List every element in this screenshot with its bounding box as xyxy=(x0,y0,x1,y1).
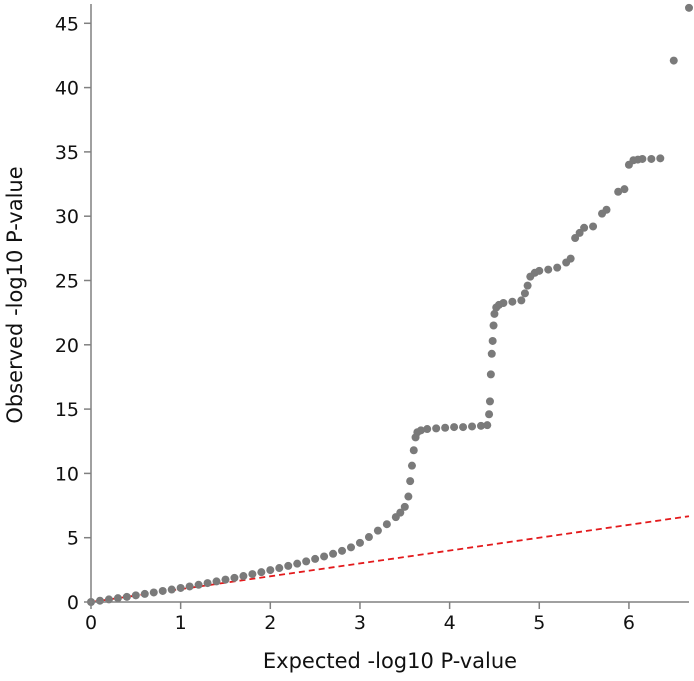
data-point xyxy=(382,520,391,529)
data-point xyxy=(203,579,212,588)
data-point xyxy=(450,423,459,432)
data-point xyxy=(483,421,492,430)
data-point xyxy=(248,570,257,579)
data-point xyxy=(140,589,149,598)
data-point xyxy=(407,461,416,470)
data-point xyxy=(423,425,432,434)
data-point xyxy=(396,508,405,517)
x-tick-label: 4 xyxy=(444,612,456,634)
data-point xyxy=(230,573,239,582)
data-point xyxy=(647,154,656,163)
data-point xyxy=(602,205,611,214)
data-point xyxy=(489,321,498,330)
x-tick-label: 6 xyxy=(623,612,635,634)
data-point xyxy=(566,254,575,263)
data-point xyxy=(113,594,122,603)
data-point xyxy=(535,266,544,275)
data-point xyxy=(212,577,221,586)
data-point xyxy=(406,477,415,486)
data-point xyxy=(520,289,529,298)
x-tick-label: 0 xyxy=(85,612,97,634)
data-point xyxy=(355,538,364,547)
data-point xyxy=(194,580,203,589)
data-point xyxy=(158,586,167,595)
data-point xyxy=(302,557,311,566)
data-point xyxy=(589,222,598,231)
y-axis-label: Observed -log10 P-value xyxy=(3,166,27,423)
y-tick-label: 15 xyxy=(55,399,79,421)
y-tick-label: 30 xyxy=(55,206,79,228)
data-point xyxy=(373,526,382,535)
data-point xyxy=(185,582,194,591)
data-point xyxy=(669,56,678,65)
data-point xyxy=(486,370,495,379)
data-point xyxy=(488,336,497,345)
data-point xyxy=(311,554,320,563)
data-point xyxy=(485,397,494,406)
data-point xyxy=(400,502,409,511)
data-point xyxy=(685,3,693,12)
data-point xyxy=(364,533,373,542)
data-point xyxy=(485,410,494,419)
data-point xyxy=(149,588,158,597)
data-point xyxy=(468,422,477,431)
data-point xyxy=(553,263,562,272)
data-point xyxy=(347,543,355,552)
data-point xyxy=(95,596,104,605)
data-point xyxy=(257,568,266,577)
data-point xyxy=(575,228,584,237)
data-point xyxy=(544,265,553,274)
plot-area xyxy=(87,3,693,606)
x-tick-label: 1 xyxy=(175,612,187,634)
data-point xyxy=(620,185,629,194)
data-point xyxy=(284,561,293,570)
data-point xyxy=(409,446,418,455)
y-tick-label: 40 xyxy=(55,78,79,100)
data-point xyxy=(508,297,517,306)
y-tick-label: 0 xyxy=(67,592,79,614)
data-point xyxy=(490,309,499,318)
x-tick-label: 3 xyxy=(354,612,366,634)
y-tick-label: 25 xyxy=(55,270,79,292)
data-point xyxy=(441,423,450,432)
data-point xyxy=(266,566,275,575)
data-point xyxy=(320,552,329,561)
data-point xyxy=(459,423,468,432)
data-point xyxy=(239,572,248,581)
y-tick-label: 45 xyxy=(55,13,79,35)
data-point xyxy=(167,585,176,594)
data-point xyxy=(580,223,589,232)
y-tick-label: 10 xyxy=(55,463,79,485)
data-point xyxy=(638,154,647,163)
data-point xyxy=(656,154,665,163)
data-point xyxy=(571,234,580,243)
y-tick-label: 5 xyxy=(67,528,79,550)
data-point xyxy=(275,564,284,573)
data-point xyxy=(499,299,508,307)
y-tick-label: 35 xyxy=(55,142,79,164)
data-point xyxy=(523,281,532,290)
data-point xyxy=(338,546,347,555)
data-point xyxy=(517,296,526,305)
data-point xyxy=(416,426,425,435)
data-point xyxy=(293,559,302,568)
data-point xyxy=(487,349,496,358)
data-point xyxy=(122,592,131,601)
data-point xyxy=(404,492,413,501)
data-point xyxy=(176,583,185,592)
data-point xyxy=(221,575,230,584)
data-point xyxy=(614,187,623,196)
x-tick-label: 5 xyxy=(533,612,545,634)
data-point xyxy=(329,549,338,558)
data-point xyxy=(131,591,140,600)
x-axis-label: Expected -log10 P-value xyxy=(263,649,517,673)
y-tick-label: 20 xyxy=(55,335,79,357)
data-point xyxy=(432,424,441,433)
data-point xyxy=(477,421,485,430)
x-tick-label: 2 xyxy=(264,612,276,634)
